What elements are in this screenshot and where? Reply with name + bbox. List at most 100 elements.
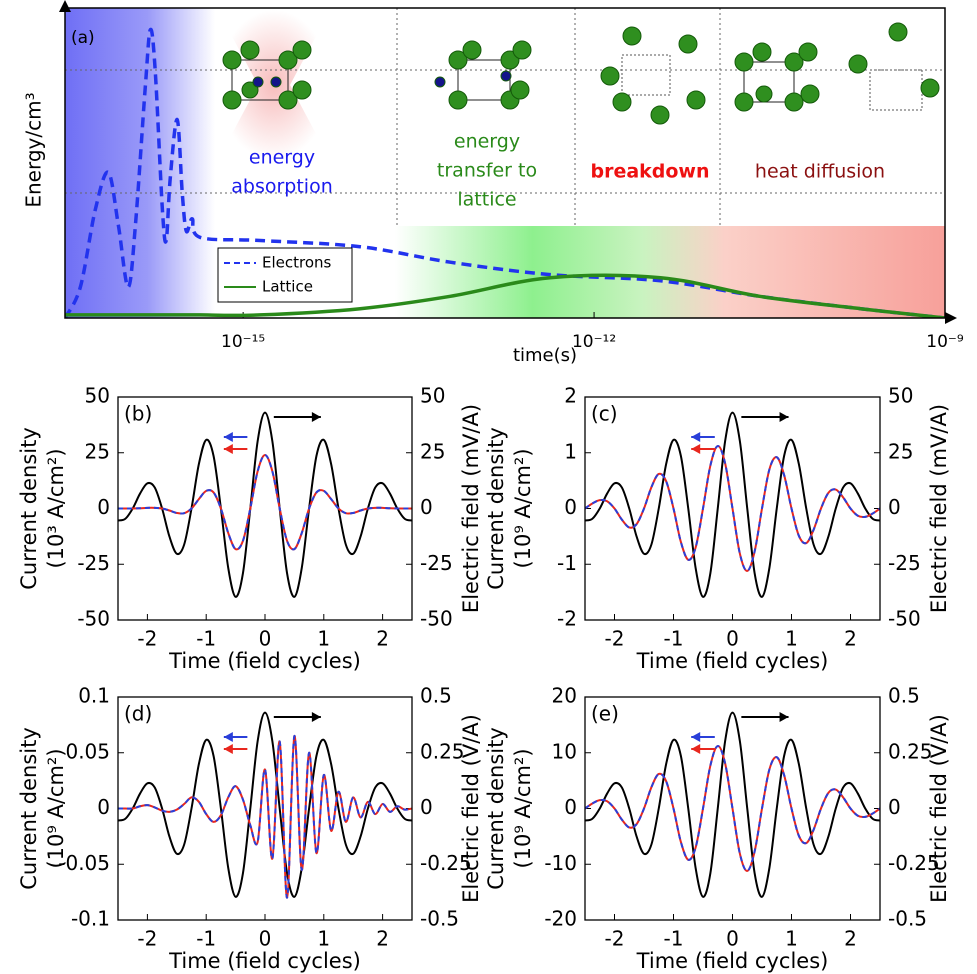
x-tick-label: 0	[259, 927, 272, 951]
y2-axis-label: Electric field (mV/A)	[927, 404, 951, 613]
current-arrow-head	[691, 444, 701, 454]
y-axis-arrow	[59, 0, 71, 12]
y2-tick-label: 0	[420, 795, 433, 819]
plot-frame	[117, 396, 413, 621]
x-tick-label: 0	[726, 927, 739, 951]
annotation: absorption	[231, 176, 333, 198]
x-tick-label: 1	[317, 927, 330, 951]
current-arrow-head	[223, 732, 233, 742]
x-axis-label: Time (field cycles)	[636, 949, 829, 973]
y-tick-label: 0	[97, 495, 110, 519]
y2-axis-label: Electric field (V/A)	[459, 714, 483, 903]
panel-label: (a)	[71, 28, 95, 48]
y2-tick-label: 50	[888, 384, 913, 408]
x-tick-label: 2	[376, 627, 389, 651]
series-line	[118, 453, 412, 551]
x-tick-label: 2	[844, 927, 857, 951]
y-tick-label: 0	[564, 495, 577, 519]
series-line	[585, 745, 880, 872]
y-tick-label: -50	[77, 607, 110, 631]
x-tick-label: -2	[605, 627, 625, 651]
y-axis-label: Current density	[484, 727, 508, 890]
y-axis-label: Current density	[17, 427, 41, 590]
y-tick-label: 0.1	[78, 684, 110, 708]
y-tick-label: -0.1	[71, 907, 110, 931]
field-arrow-head	[311, 712, 321, 722]
x-tick-label: 1	[317, 627, 330, 651]
series-line	[118, 735, 412, 899]
annotation: energy	[249, 147, 315, 169]
x-axis-arrow	[945, 312, 957, 324]
y-axis-label: (10⁹ A/cm²)	[511, 448, 535, 568]
y2-tick-label: 25	[888, 439, 913, 463]
region-dividers	[65, 8, 945, 226]
x-tick-label: 10⁻¹²	[572, 332, 616, 352]
current-arrow-head	[691, 432, 701, 442]
series-line	[118, 453, 412, 551]
y2-tick-label: 50	[420, 384, 445, 408]
plot-frame	[117, 696, 413, 921]
y-axis-label: (10⁹ A/cm²)	[511, 748, 535, 868]
field-arrow-head	[779, 712, 789, 722]
x-tick-label: 1	[785, 627, 798, 651]
y2-tick-label: 0	[420, 495, 433, 519]
y-tick-label: -2	[557, 607, 577, 631]
x-tick-label: 2	[844, 627, 857, 651]
series-line	[585, 445, 880, 572]
y-tick-label: -10	[544, 851, 577, 875]
annotation: lattice	[457, 189, 516, 211]
legend-box	[217, 247, 353, 303]
annotation: breakdown	[590, 161, 709, 183]
y-axis-label: Current density	[17, 727, 41, 890]
y2-tick-label: 0.5	[420, 684, 452, 708]
current-arrow-head	[691, 744, 701, 754]
panel-label: (c)	[591, 402, 618, 426]
y-tick-label: -25	[77, 551, 110, 575]
panel-label: (e)	[591, 702, 619, 726]
y2-tick-label: -50	[420, 607, 453, 631]
y-axis-label: (10⁹ A/cm²)	[44, 748, 68, 868]
legend-label: Lattice	[262, 278, 313, 296]
panel-label: (d)	[124, 702, 152, 726]
series-line	[585, 411, 880, 598]
series-line	[585, 711, 880, 898]
y-tick-label: 50	[85, 384, 110, 408]
series-line	[118, 711, 412, 898]
y-tick-label: 25	[85, 439, 110, 463]
x-tick-label: -1	[664, 927, 684, 951]
annotation: energy	[454, 131, 520, 153]
y2-axis-label: Electric field (V/A)	[927, 714, 951, 903]
x-axis-label: time(s)	[513, 345, 577, 366]
x-tick-label: -1	[196, 627, 216, 651]
y-axis-label: Energy/cm³	[22, 92, 46, 207]
y-tick-label: 1	[564, 439, 577, 463]
transfer-region	[395, 226, 945, 318]
y2-tick-label: -0.25	[420, 851, 472, 875]
plot-frame	[64, 7, 946, 319]
x-tick-label: 0	[259, 627, 272, 651]
x-tick-label: 10⁻¹⁵	[221, 332, 265, 352]
plot-frame	[584, 396, 881, 621]
y2-tick-label: 0	[888, 495, 901, 519]
x-axis-label: Time (field cycles)	[168, 649, 361, 673]
current-arrow-head	[223, 444, 233, 454]
x-tick-label: -2	[137, 927, 157, 951]
x-axis-label: Time (field cycles)	[168, 949, 361, 973]
x-tick-label: 2	[376, 927, 389, 951]
series-line	[118, 411, 412, 598]
y2-tick-label: 0	[888, 795, 901, 819]
y2-tick-label: 25	[420, 439, 445, 463]
y-tick-label: 0	[564, 795, 577, 819]
y2-tick-label: -25	[888, 551, 921, 575]
y-tick-label: 0	[97, 795, 110, 819]
y-tick-label: -20	[544, 907, 577, 931]
y-tick-label: 20	[552, 684, 577, 708]
y2-axis-label: Electric field (mV/A)	[459, 404, 483, 613]
x-tick-label: -2	[137, 627, 157, 651]
plot-frame	[584, 696, 881, 921]
y2-tick-label: 0.5	[888, 684, 920, 708]
lattice-icons	[222, 22, 940, 125]
series-line	[65, 273, 945, 318]
y-tick-label: 0.05	[65, 739, 110, 763]
